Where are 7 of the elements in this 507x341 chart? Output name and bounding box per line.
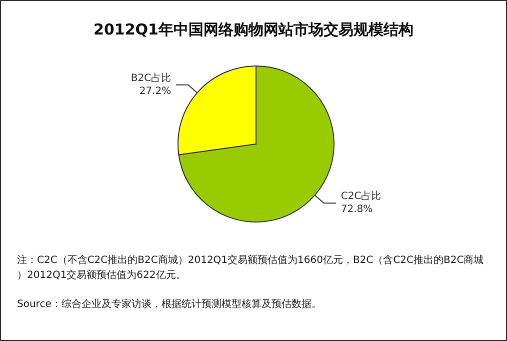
source-note: Source：综合企业及专家访谈，根据统计预测模型核算及预估数据。	[17, 298, 322, 310]
slice-label: B2C占比	[130, 72, 172, 84]
text: 注：C2C（不含C2C推出的B2C商城）2012Q1交易额预估值为1660亿元，B2C（含C2C推出的B2C商城）2012Q1交易额预估值为622亿元。	[17, 254, 484, 281]
chart-title: 2012Q1年中国网络购物网站市场交易规模结构	[94, 20, 414, 38]
data-label: 27.2%	[139, 86, 172, 97]
data-label: 72.8%	[340, 204, 373, 216]
slice-label: C2C占比	[340, 190, 382, 202]
